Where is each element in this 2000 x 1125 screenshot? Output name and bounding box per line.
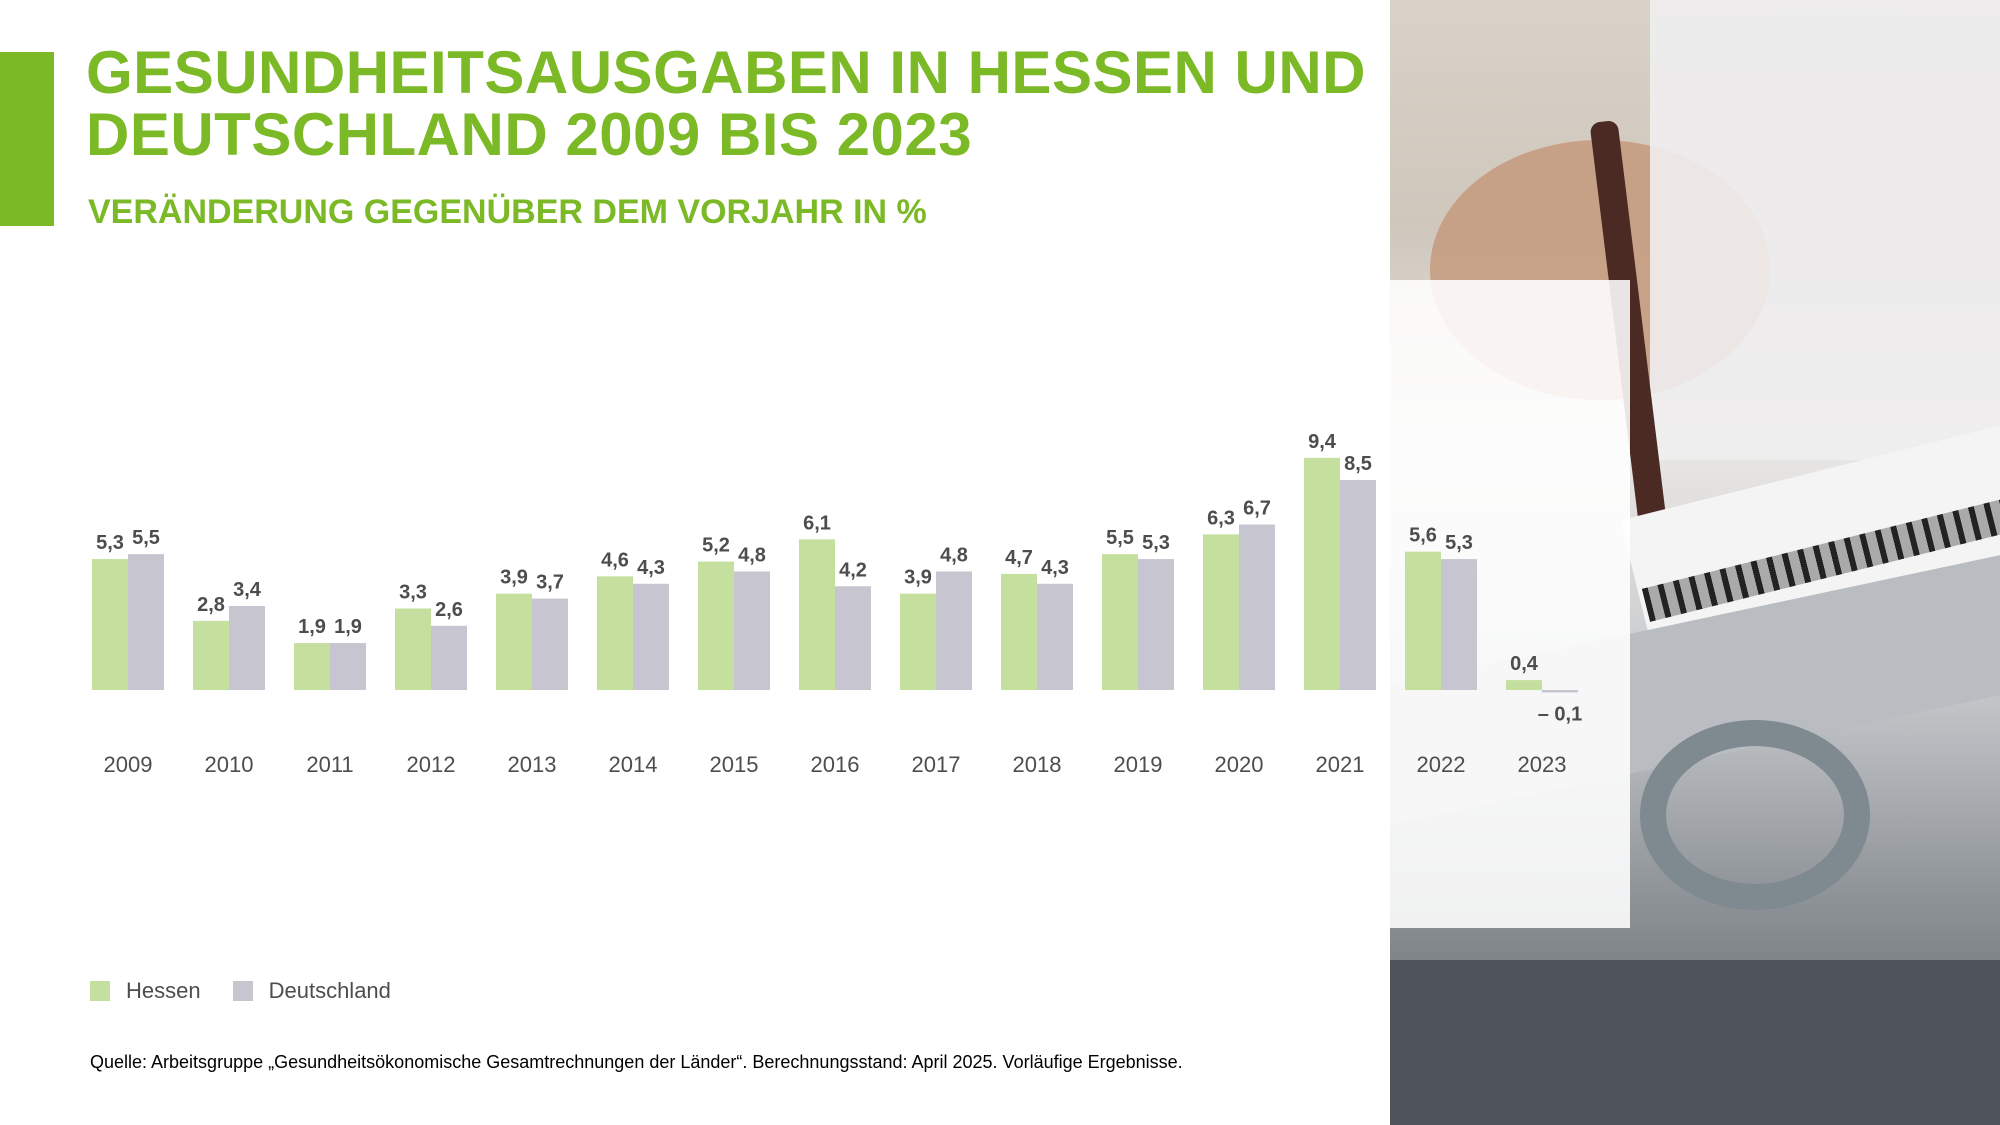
- value-label-deutschland-2014: 4,3: [637, 557, 665, 579]
- bar-hessen-2019: [1102, 554, 1138, 690]
- legend-label-hessen: Hessen: [126, 978, 201, 1003]
- page-title: GESUNDHEITSAUSGABEN IN HESSEN UND DEUTSC…: [86, 39, 1366, 168]
- x-axis-label-2022: 2022: [1417, 752, 1466, 777]
- page-subtitle: VERÄNDERUNG GEGENÜBER DEM VORJAHR IN %: [88, 193, 927, 231]
- x-axis-label-2018: 2018: [1013, 752, 1062, 777]
- bar-hessen-2010: [193, 620, 229, 690]
- bar-hessen-2015: [698, 561, 734, 690]
- bar-hessen-2016: [799, 539, 835, 690]
- value-label-hessen-2017: 3,9: [904, 567, 932, 589]
- chart-value-labels: 5,3 5,5 2,8 3,4 1,9 1,9 3,3 2,6 3,9 3,7 4,6 4,3 5,2 4…: [96, 431, 1582, 726]
- bar-hessen-2021: [1304, 457, 1340, 690]
- value-label-hessen-2009: 5,3: [96, 532, 124, 554]
- x-axis-label-2021: 2021: [1316, 752, 1365, 777]
- x-axis-label-2015: 2015: [710, 752, 759, 777]
- legend-swatch-deutschland: [232, 981, 253, 1001]
- x-axis-label-2023: 2023: [1518, 752, 1567, 777]
- value-label-deutschland-2021: 8,5: [1344, 453, 1372, 475]
- photo-desk-shape: [1390, 960, 2000, 1125]
- value-label-hessen-2018: 4,7: [1005, 547, 1033, 569]
- value-label-deutschland-2010: 3,4: [233, 579, 262, 601]
- x-axis-label-2011: 2011: [306, 752, 353, 777]
- legend-item-deutschland: Deutschland: [232, 978, 391, 1004]
- accent-bar: [0, 52, 54, 226]
- bar-hessen-2020: [1203, 534, 1239, 690]
- chart-bars: [92, 457, 1578, 693]
- bar-hessen-2018: [1001, 573, 1037, 690]
- value-label-hessen-2020: 6,3: [1207, 507, 1235, 529]
- value-label-hessen-2014: 4,6: [601, 549, 629, 571]
- x-axis-label-2016: 2016: [811, 752, 860, 777]
- chart-legend: Hessen Deutschland: [90, 978, 423, 1004]
- bar-hessen-2017: [900, 593, 936, 690]
- bar-deutschland-2018: [1037, 583, 1073, 690]
- bar-deutschland-2016: [835, 586, 871, 690]
- bar-deutschland-2020: [1239, 524, 1275, 690]
- chart-x-axis-labels: 2009 2010 2011 2012 2013 2014 2015 2016 2017 2018…: [104, 752, 1567, 777]
- value-label-deutschland-2012: 2,6: [435, 599, 463, 621]
- value-label-deutschland-2023: – 0,1: [1538, 703, 1582, 725]
- value-label-deutschland-2015: 4,8: [738, 544, 766, 566]
- bar-hessen-2013: [496, 593, 532, 690]
- value-label-deutschland-2016: 4,2: [839, 559, 867, 581]
- bar-hessen-2009: [92, 559, 128, 690]
- value-label-hessen-2019: 5,5: [1106, 527, 1134, 549]
- value-label-deutschland-2011: 1,9: [334, 616, 362, 638]
- bar-deutschland-2019: [1138, 559, 1174, 690]
- bar-deutschland-2015: [734, 571, 770, 690]
- bar-deutschland-2021: [1340, 480, 1376, 690]
- photo-sleeve-shape: [1650, 0, 2000, 460]
- bar-hessen-2023: [1506, 680, 1542, 690]
- legend-label-deutschland: Deutschland: [268, 978, 391, 1003]
- x-axis-label-2017: 2017: [912, 752, 961, 777]
- bar-deutschland-2010: [229, 606, 265, 690]
- x-axis-label-2014: 2014: [609, 752, 658, 777]
- value-label-deutschland-2022: 5,3: [1445, 532, 1473, 554]
- background-photo: [1390, 0, 2000, 1125]
- bar-deutschland-2023: [1542, 690, 1578, 693]
- value-label-hessen-2011: 1,9: [298, 616, 326, 638]
- x-axis-label-2020: 2020: [1215, 752, 1264, 777]
- value-label-hessen-2013: 3,9: [500, 567, 528, 589]
- value-label-deutschland-2013: 3,7: [536, 572, 564, 594]
- x-axis-label-2012: 2012: [407, 752, 456, 777]
- x-axis-label-2019: 2019: [1114, 752, 1163, 777]
- value-label-hessen-2021: 9,4: [1308, 431, 1337, 453]
- x-axis-label-2013: 2013: [508, 752, 557, 777]
- value-label-deutschland-2017: 4,8: [940, 544, 968, 566]
- bar-hessen-2022: [1405, 551, 1441, 690]
- bar-hessen-2014: [597, 576, 633, 690]
- bar-hessen-2011: [294, 643, 330, 690]
- x-axis-label-2009: 2009: [104, 752, 153, 777]
- value-label-deutschland-2020: 6,7: [1243, 498, 1271, 520]
- value-label-hessen-2016: 6,1: [803, 512, 831, 534]
- value-label-hessen-2023: 0,4: [1510, 653, 1539, 675]
- bar-deutschland-2017: [936, 571, 972, 690]
- bar-deutschland-2009: [128, 554, 164, 690]
- value-label-hessen-2012: 3,3: [399, 581, 427, 603]
- bar-deutschland-2011: [330, 643, 366, 690]
- bar-deutschland-2012: [431, 625, 467, 690]
- value-label-deutschland-2009: 5,5: [132, 527, 160, 549]
- legend-item-hessen: Hessen: [90, 978, 201, 1004]
- value-label-hessen-2015: 5,2: [702, 535, 730, 557]
- bar-deutschland-2022: [1441, 559, 1477, 690]
- bar-deutschland-2014: [633, 583, 669, 690]
- value-label-hessen-2022: 5,6: [1409, 525, 1437, 547]
- value-label-hessen-2010: 2,8: [197, 594, 225, 616]
- bar-deutschland-2013: [532, 598, 568, 690]
- value-label-deutschland-2019: 5,3: [1142, 532, 1170, 554]
- source-note: Quelle: Arbeitsgruppe „Gesundheitsökonom…: [90, 1052, 1183, 1072]
- bar-hessen-2012: [395, 608, 431, 690]
- x-axis-label-2010: 2010: [205, 752, 254, 777]
- value-label-deutschland-2018: 4,3: [1041, 557, 1069, 579]
- legend-swatch-hessen: [90, 981, 110, 1001]
